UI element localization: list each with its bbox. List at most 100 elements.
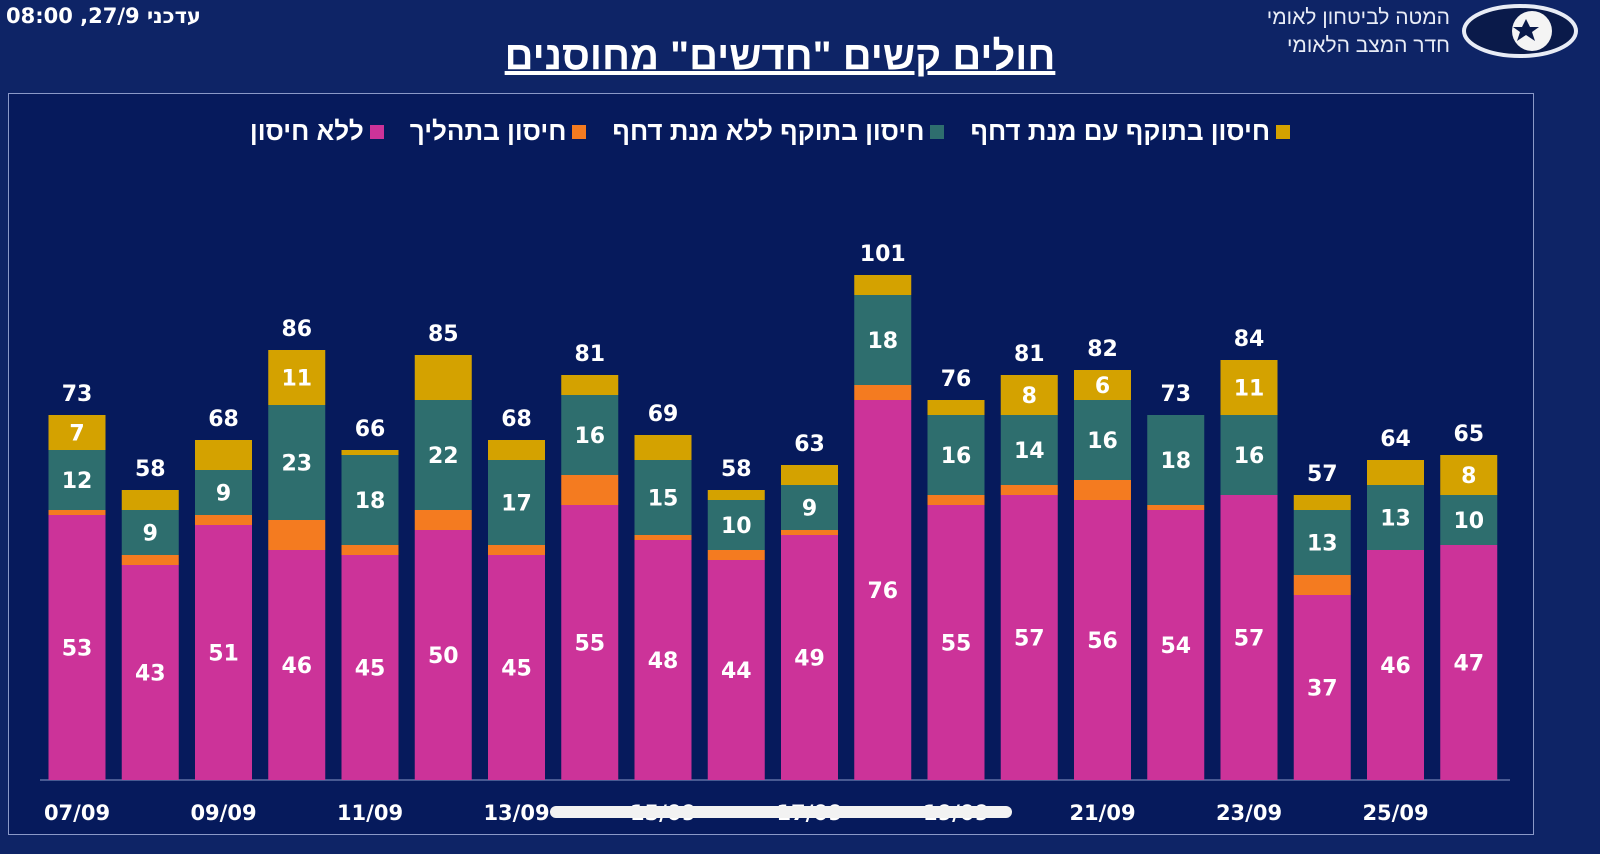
segment-label: 57: [1014, 627, 1045, 652]
segment-label: 11: [281, 367, 312, 392]
legend-item-unvaccinated: ללא חיסון: [250, 116, 384, 147]
bar-segment: [1147, 505, 1205, 510]
total-label: 76: [941, 367, 972, 392]
legend-label: ללא חיסון: [249, 116, 364, 146]
total-label: 81: [1014, 342, 1045, 367]
legend-swatch: [369, 124, 384, 139]
legend-label: חיסון בתוקף ללא מנת דחף: [612, 116, 925, 146]
bar-segment: [414, 530, 472, 780]
bar-segment: [707, 490, 765, 500]
total-label: 68: [208, 407, 239, 432]
legend-label: חיסון בתהליך: [409, 116, 567, 146]
bar-segment: [561, 375, 619, 395]
bar-segment: [1074, 370, 1131, 400]
bar-segment: [341, 555, 399, 780]
x-tick-label: 09/09: [190, 801, 256, 825]
bar-segment: [414, 510, 472, 530]
horizontal-scrollbar[interactable]: [550, 806, 1012, 818]
segment-label: 16: [1087, 429, 1118, 454]
total-label: 82: [1087, 337, 1118, 362]
segment-label: 13: [1380, 507, 1411, 532]
segment-label: 46: [1380, 654, 1411, 679]
segment-label: 16: [574, 424, 605, 449]
bar-segment: [781, 485, 838, 530]
organization-name: המטה לביטחון לאומי חדר המצב הלאומי: [1267, 4, 1450, 60]
bar-segment: [1367, 550, 1424, 780]
chart-panel: [8, 93, 1534, 835]
segment-label: 49: [794, 647, 825, 672]
bar-segment: [781, 465, 838, 485]
total-label: 73: [1160, 382, 1191, 407]
bar-segment: [195, 515, 252, 525]
segment-label: 48: [648, 649, 679, 674]
legend-item-in-process: חיסון בתהליך: [410, 116, 587, 147]
bar-segment: [1293, 575, 1351, 595]
segment-label: 17: [501, 492, 532, 517]
total-label: 73: [62, 382, 93, 407]
total-label: 65: [1453, 422, 1484, 447]
segment-label: 14: [1014, 439, 1045, 464]
segment-label: 10: [721, 514, 752, 539]
segment-label: 45: [501, 657, 532, 682]
legend-swatch: [1276, 124, 1291, 139]
total-label: 85: [428, 322, 459, 347]
bar-segment: [1074, 400, 1131, 480]
total-label: 63: [794, 432, 825, 457]
bar-segment: [854, 295, 912, 385]
bar-segment: [1000, 415, 1058, 485]
updated-timestamp: עדכני 27/9, 08:00: [6, 4, 201, 28]
bar-segment: [341, 450, 399, 455]
bar-segment: [488, 460, 545, 545]
segment-label: 18: [1160, 449, 1191, 474]
total-label: 64: [1380, 427, 1411, 452]
bar-segment: [927, 505, 985, 780]
segment-label: 56: [1087, 629, 1118, 654]
bar-segment: [1367, 485, 1424, 550]
segment-label: 8: [1022, 384, 1037, 409]
bar-segment: [707, 550, 765, 560]
bar-segment: [561, 395, 619, 475]
total-label: 69: [648, 402, 679, 427]
total-label: 58: [135, 457, 166, 482]
segment-label: 37: [1307, 677, 1338, 702]
bar-segment: [634, 435, 692, 460]
total-label: 68: [501, 407, 532, 432]
bar-segment: [48, 515, 106, 780]
bar-segment: [341, 545, 399, 555]
total-label: 81: [574, 342, 605, 367]
bar-segment: [1074, 480, 1131, 500]
bar-segment: [48, 415, 106, 450]
bar-segment: [48, 450, 106, 510]
segment-label: 50: [428, 644, 459, 669]
bar-segment: [561, 505, 619, 780]
bar-segment: [121, 510, 179, 555]
segment-label: 9: [216, 482, 231, 507]
bar-segment: [121, 555, 179, 565]
x-tick-label: 07/09: [44, 801, 110, 825]
total-label: 84: [1234, 327, 1265, 352]
bar-segment: [927, 400, 985, 415]
segment-label: 9: [802, 497, 817, 522]
bar-segment: [195, 440, 252, 470]
x-tick-label: 11/09: [337, 801, 403, 825]
segment-label: 55: [941, 632, 972, 657]
bar-segment: [48, 510, 106, 515]
bar-segment: [1293, 495, 1351, 510]
bar-segment: [854, 275, 912, 295]
bar-segment: [1440, 455, 1498, 495]
bar-segment: [341, 455, 399, 545]
bar-segment: [781, 530, 838, 535]
bar-segment: [195, 525, 252, 780]
segment-label: 9: [143, 522, 158, 547]
x-tick-label: 23/09: [1216, 801, 1282, 825]
segment-label: 10: [1453, 509, 1484, 534]
bar-segment: [854, 385, 912, 400]
bar-segment: [414, 355, 472, 400]
bar-segment: [488, 440, 545, 460]
x-tick-label: 13/09: [483, 801, 549, 825]
segment-label: 15: [648, 487, 679, 512]
bar-segment: [854, 400, 912, 780]
bar-segment: [1074, 500, 1131, 780]
bar-segment: [1000, 495, 1058, 780]
